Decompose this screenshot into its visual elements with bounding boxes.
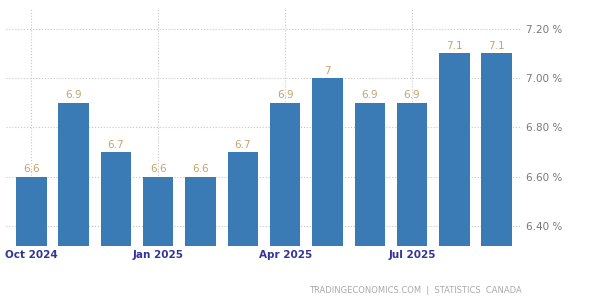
Text: 6.6: 6.6 [192,164,209,174]
Text: 7.1: 7.1 [446,41,463,51]
Bar [397,103,427,246]
Text: 6.7: 6.7 [235,140,251,150]
Bar [16,177,47,246]
Text: 6.9: 6.9 [361,90,378,100]
Text: 6.9: 6.9 [277,90,293,100]
Text: 6.6: 6.6 [23,164,40,174]
Text: TRADINGECONOMICS.COM  |  STATISTICS  CANADA: TRADINGECONOMICS.COM | STATISTICS CANADA [309,286,522,295]
Text: 6.7: 6.7 [107,140,124,150]
Text: 7.1: 7.1 [488,41,505,51]
Bar [58,103,89,246]
Bar [185,177,216,246]
Bar [312,78,343,246]
Text: 6.6: 6.6 [150,164,167,174]
Bar [227,152,258,246]
Bar [481,53,512,246]
Bar [270,103,301,246]
Bar [355,103,385,246]
Bar [439,53,470,246]
Bar [101,152,131,246]
Text: 7: 7 [324,66,331,76]
Text: 6.9: 6.9 [65,90,82,100]
Bar [143,177,173,246]
Text: 6.9: 6.9 [404,90,421,100]
